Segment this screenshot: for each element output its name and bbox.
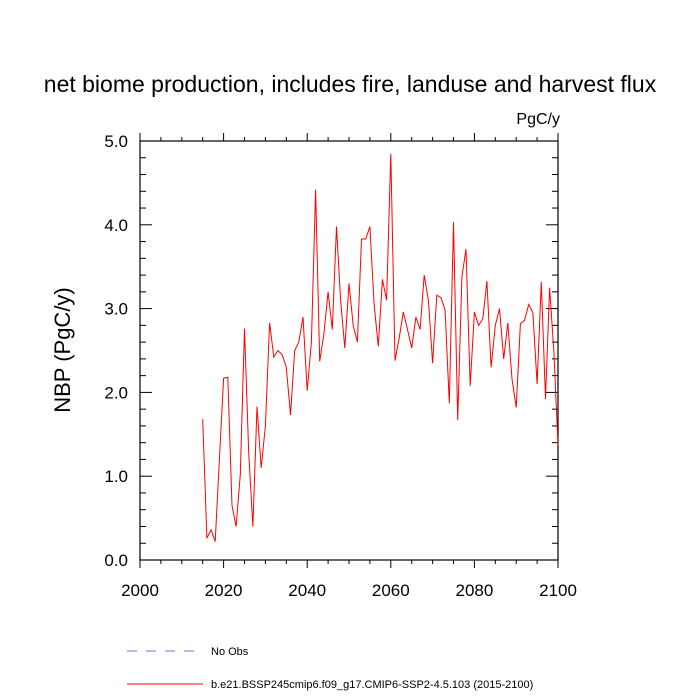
x-tick-label: 2040 xyxy=(288,581,326,600)
legend-label: No Obs xyxy=(211,646,249,658)
y-axis-label: NBP (PgC/y) xyxy=(50,287,75,413)
series-line xyxy=(202,153,559,542)
x-tick-label: 2060 xyxy=(372,581,410,600)
x-tick-label: 2020 xyxy=(205,581,243,600)
x-tick-label: 2080 xyxy=(455,581,493,600)
legend-label: b.e21.BSSP245cmip6.f09_g17.CMIP6-SSP2-4.… xyxy=(211,679,533,691)
plot-frame xyxy=(139,140,559,561)
units-label: PgC/y xyxy=(516,111,560,128)
y-tick-label: 3.0 xyxy=(104,300,128,319)
y-tick-label: 2.0 xyxy=(104,383,128,402)
x-tick-label: 2000 xyxy=(121,581,159,600)
x-tick-label: 2100 xyxy=(539,581,577,600)
y-tick-label: 5.0 xyxy=(104,132,128,151)
y-tick-label: 4.0 xyxy=(104,216,128,235)
y-tick-label: 0.0 xyxy=(104,551,128,570)
y-tick-label: 1.0 xyxy=(104,467,128,486)
chart-title: net biome production, includes fire, lan… xyxy=(44,71,657,97)
